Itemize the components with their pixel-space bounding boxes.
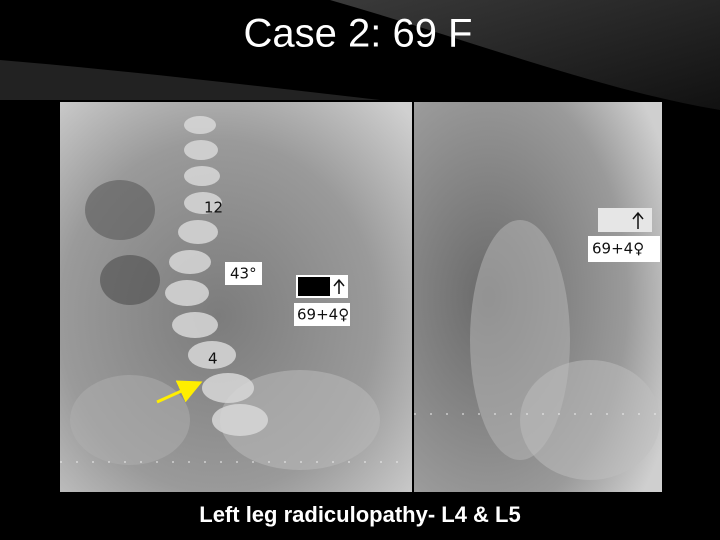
image-label: 69+4♀ xyxy=(297,306,349,324)
decor-curve xyxy=(0,60,380,100)
image-label: 4 xyxy=(208,350,218,368)
caption: Left leg radiculopathy- L4 & L5 xyxy=(199,502,520,527)
decor-curve xyxy=(330,0,720,110)
xray-lateral: 69+4♀ xyxy=(414,102,662,492)
slide-title: Case 2: 69 F xyxy=(243,12,472,56)
image-label: 43° xyxy=(230,265,257,283)
image-label: 69+4♀ xyxy=(592,240,644,258)
image-label: 12 xyxy=(204,199,223,217)
xray-frontal: 12 43° 4 69+4♀ xyxy=(60,102,412,492)
pointer-arrow xyxy=(156,380,203,404)
caption-band xyxy=(60,492,662,540)
